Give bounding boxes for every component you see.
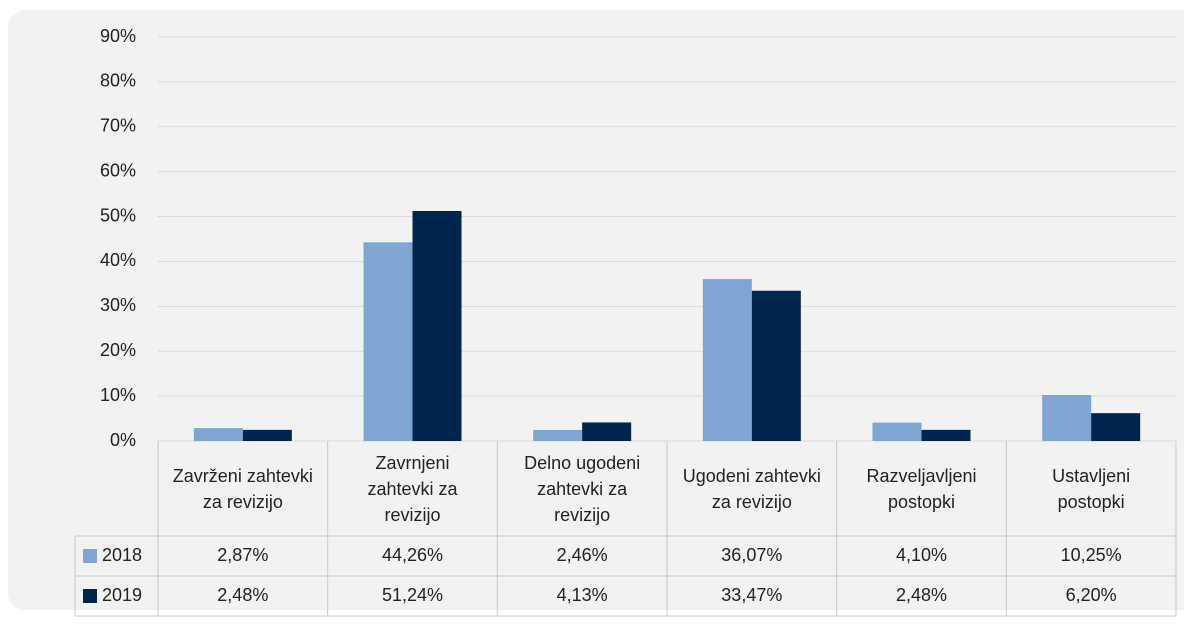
bar — [702, 279, 752, 441]
x-tick-label: Zavrnjeni zahtevki za revizijo — [367, 452, 458, 525]
bar — [1091, 413, 1141, 441]
legend-label: 2018 — [102, 545, 142, 565]
category-cell: Ustavljeni postopki — [1052, 465, 1131, 512]
data-label: 2,87% — [217, 545, 268, 565]
data-label: 10,25% — [1061, 545, 1122, 565]
x-tick-label: Ustavljeni postopki — [1052, 465, 1131, 512]
data-label: 4,10% — [896, 545, 947, 565]
category-cell: Zavrnjeni zahtevki za revizijo — [367, 452, 458, 525]
y-tick-label: 90% — [100, 26, 136, 46]
bar — [533, 429, 583, 441]
category-cell: Delno ugodeni zahtevki za revizijo — [524, 452, 641, 525]
y-tick-label: 30% — [100, 295, 136, 315]
y-tick-label: 40% — [100, 250, 136, 270]
data-label: 2,48% — [896, 585, 947, 605]
legend-swatch — [83, 549, 97, 563]
legend-swatch — [83, 589, 97, 603]
legend-label: 2019 — [102, 585, 142, 605]
data-label: 6,20% — [1066, 585, 1117, 605]
bar — [872, 422, 922, 441]
bar — [921, 429, 971, 441]
bar — [363, 242, 413, 441]
y-tick-label: 10% — [100, 385, 136, 405]
bar — [193, 428, 243, 441]
y-tick-label: 60% — [100, 160, 136, 180]
data-label: 44,26% — [382, 545, 443, 565]
x-tick-label: Delno ugodeni zahtevki za revizijo — [524, 452, 641, 525]
x-tick-label: Zavrženi zahtevki za revizijo — [172, 465, 313, 512]
bar — [582, 422, 632, 441]
category-cell: Razveljavljeni postopki — [866, 465, 977, 512]
bar — [1042, 394, 1092, 441]
y-tick-label: 50% — [100, 205, 136, 225]
data-label: 51,24% — [382, 585, 443, 605]
y-tick-label: 80% — [100, 71, 136, 91]
y-tick-label: 20% — [100, 340, 136, 360]
category-cell: Zavrženi zahtevki za revizijo — [172, 465, 313, 512]
bar — [242, 429, 292, 441]
y-tick-label: 70% — [100, 116, 136, 136]
category-cell: Ugodeni zahtevki za revizijo — [682, 465, 821, 512]
bar — [751, 290, 801, 441]
y-tick-label: 0% — [110, 430, 136, 450]
data-label: 4,13% — [557, 585, 608, 605]
data-label: 2,48% — [217, 585, 268, 605]
data-label: 36,07% — [721, 545, 782, 565]
panel — [8, 10, 1184, 610]
data-label: 33,47% — [721, 585, 782, 605]
x-tick-label: Ugodeni zahtevki za revizijo — [682, 465, 821, 512]
bar — [412, 210, 462, 441]
x-tick-label: Razveljavljeni postopki — [866, 465, 977, 512]
data-label: 2,46% — [557, 545, 608, 565]
